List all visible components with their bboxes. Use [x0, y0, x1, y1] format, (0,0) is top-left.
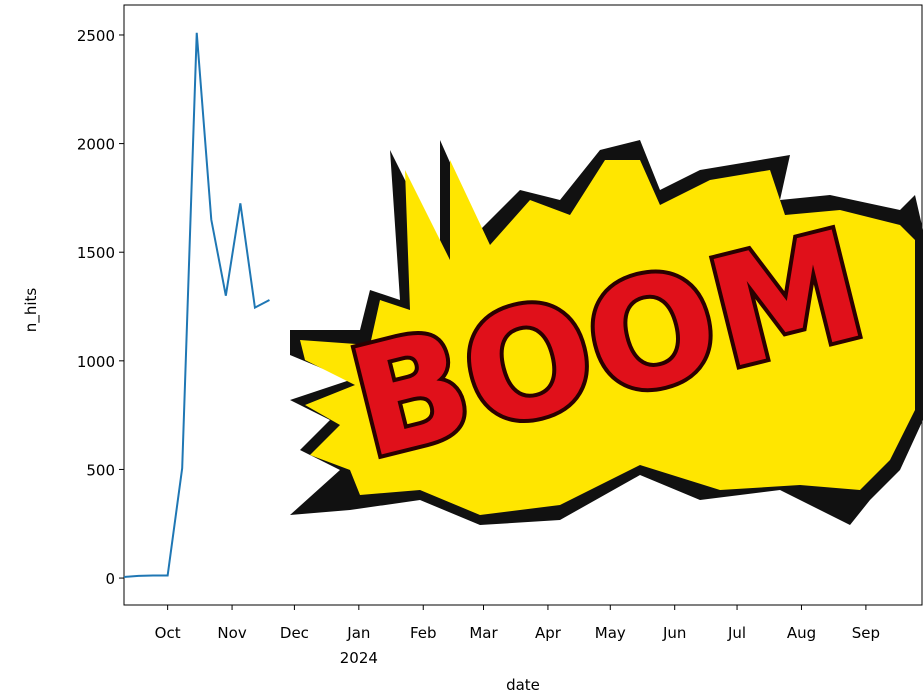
x-tick-label: Jul — [727, 624, 746, 642]
boom-image: BOOM — [290, 140, 923, 525]
x-axis-label: date — [506, 676, 540, 694]
x-tick-label: Apr — [535, 624, 562, 642]
plot-area: 0 500 1000 1500 2000 2500 Oct Nov Dec Jan 2024 Feb M… — [77, 27, 880, 667]
line-series — [123, 32, 270, 578]
x-tick-label: Jan 2024 — [340, 624, 378, 667]
x-tick-label: May — [595, 624, 626, 642]
x-tick-label: Mar — [469, 624, 498, 642]
x-tick-label: Aug — [787, 624, 816, 642]
x-tick-label: Dec — [280, 624, 309, 642]
x-tick-label: Nov — [217, 624, 246, 642]
y-tick-label: 1500 — [77, 244, 115, 262]
y-tick-label: 2500 — [77, 27, 115, 45]
y-tick-label: 500 — [86, 461, 115, 479]
x-tick-label: Sep — [852, 624, 880, 642]
x-tick-label: Oct — [155, 624, 181, 642]
y-tick-label: 2000 — [77, 136, 115, 154]
y-tick-label: 0 — [105, 570, 115, 588]
y-axis-label: n_hits — [22, 288, 41, 333]
x-tick-label: Feb — [410, 624, 437, 642]
y-tick-label: 1000 — [77, 353, 115, 371]
x-tick-label: Jun — [662, 624, 686, 642]
